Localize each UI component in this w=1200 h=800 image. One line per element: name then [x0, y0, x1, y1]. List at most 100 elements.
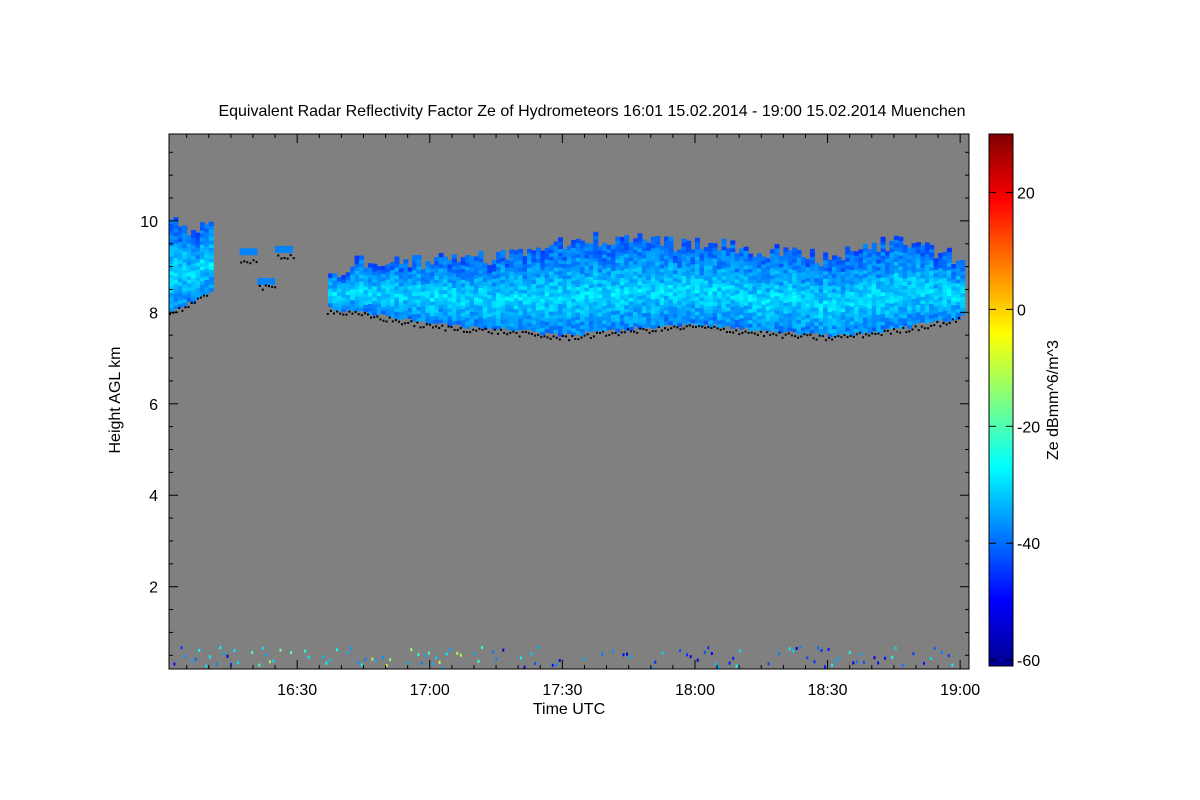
- reflectivity-cell: [854, 287, 860, 293]
- reflectivity-cell: [257, 278, 262, 285]
- reflectivity-cell: [451, 287, 457, 292]
- reflectivity-cell: [571, 313, 577, 318]
- reflectivity-cell: [637, 317, 643, 322]
- reflectivity-cell: [703, 280, 709, 285]
- reflectivity-cell: [580, 332, 585, 337]
- reflectivity-cell: [814, 299, 820, 304]
- reflectivity-cell: [478, 291, 484, 296]
- reflectivity-cell: [893, 316, 899, 321]
- reflectivity-cell: [933, 280, 939, 285]
- reflectivity-cell: [752, 256, 758, 262]
- reflectivity-cell: [920, 255, 926, 261]
- reflectivity-cell: [628, 264, 634, 269]
- reflectivity-cell: [734, 297, 740, 302]
- reflectivity-cell: [509, 322, 515, 327]
- reflectivity-cell: [849, 287, 855, 292]
- reflectivity-cell: [628, 289, 634, 295]
- reflectivity-cell: [182, 258, 188, 263]
- reflectivity-cell: [699, 263, 705, 269]
- clutter-cell: [827, 648, 830, 651]
- reflectivity-cell: [814, 328, 820, 334]
- y-axis-label: Height AGL km: [107, 346, 124, 453]
- reflectivity-cell: [619, 262, 625, 267]
- reflectivity-cell: [664, 309, 669, 315]
- reflectivity-cell: [862, 265, 868, 271]
- reflectivity-cell: [633, 274, 639, 280]
- reflectivity-cell: [946, 280, 952, 285]
- reflectivity-cell: [597, 275, 603, 280]
- reflectivity-cell: [641, 312, 647, 317]
- reflectivity-cell: [562, 303, 568, 309]
- reflectivity-cell: [558, 321, 563, 326]
- reflectivity-cell: [182, 280, 188, 285]
- reflectivity-cell: [540, 283, 546, 288]
- reflectivity-cell: [416, 298, 422, 304]
- reflectivity-cell: [717, 265, 723, 270]
- reflectivity-cell: [593, 286, 599, 291]
- reflectivity-cell: [558, 325, 563, 330]
- reflectivity-cell: [460, 308, 466, 313]
- reflectivity-cell: [743, 286, 749, 292]
- reflectivity-cell: [902, 296, 908, 301]
- reflectivity-cell: [646, 253, 652, 258]
- reflectivity-cell: [787, 312, 793, 317]
- reflectivity-cell: [664, 313, 669, 318]
- reflectivity-cell: [730, 255, 736, 260]
- reflectivity-cell: [893, 272, 899, 277]
- reflectivity-cell: [725, 306, 731, 312]
- reflectivity-cell: [743, 319, 749, 325]
- reflectivity-cell: [840, 293, 846, 298]
- reflectivity-cell: [792, 254, 798, 260]
- reflectivity-cell: [920, 310, 926, 316]
- reflectivity-cell: [708, 261, 714, 266]
- reflectivity-cell: [363, 285, 369, 291]
- reflectivity-cell: [898, 313, 904, 318]
- reflectivity-cell: [690, 300, 696, 305]
- reflectivity-cell: [832, 284, 837, 289]
- reflectivity-cell: [836, 330, 842, 335]
- reflectivity-cell: [513, 250, 519, 255]
- reflectivity-cell: [527, 285, 532, 290]
- reflectivity-cell: [893, 287, 899, 292]
- reflectivity-cell: [946, 284, 952, 289]
- reflectivity-cell: [960, 307, 966, 312]
- reflectivity-cell: [827, 278, 833, 283]
- reflectivity-cell: [880, 277, 886, 282]
- reflectivity-cell: [659, 260, 665, 265]
- reflectivity-cell: [876, 270, 882, 275]
- reflectivity-cell: [801, 286, 806, 291]
- reflectivity-cell: [513, 279, 519, 284]
- reflectivity-cell: [898, 251, 904, 256]
- reflectivity-cell: [558, 277, 563, 282]
- reflectivity-cell: [451, 291, 457, 296]
- reflectivity-cell: [337, 302, 342, 308]
- clutter-cell: [304, 649, 307, 653]
- lidar-point: [243, 260, 246, 263]
- reflectivity-cell: [496, 295, 502, 301]
- lidar-point: [196, 297, 199, 300]
- reflectivity-cell: [880, 321, 886, 326]
- reflectivity-cell: [438, 318, 444, 324]
- reflectivity-cell: [469, 300, 475, 305]
- reflectivity-cell: [898, 247, 904, 252]
- reflectivity-cell: [862, 273, 868, 278]
- clutter-cell: [817, 646, 819, 650]
- reflectivity-cell: [659, 286, 665, 291]
- reflectivity-cell: [173, 264, 179, 270]
- reflectivity-cell: [641, 319, 647, 325]
- reflectivity-cell: [677, 315, 683, 320]
- reflectivity-cell: [460, 275, 466, 280]
- reflectivity-cell: [902, 321, 908, 326]
- reflectivity-cell: [783, 251, 789, 256]
- reflectivity-cell: [633, 249, 639, 254]
- reflectivity-cell: [624, 260, 630, 265]
- reflectivity-cell: [398, 315, 404, 320]
- reflectivity-cell: [717, 301, 723, 306]
- lidar-point: [868, 334, 871, 337]
- reflectivity-cell: [628, 300, 634, 306]
- reflectivity-cell: [593, 261, 599, 266]
- reflectivity-cell: [805, 321, 811, 326]
- reflectivity-cell: [787, 261, 793, 266]
- reflectivity-cell: [540, 309, 546, 314]
- lidar-point: [549, 337, 552, 340]
